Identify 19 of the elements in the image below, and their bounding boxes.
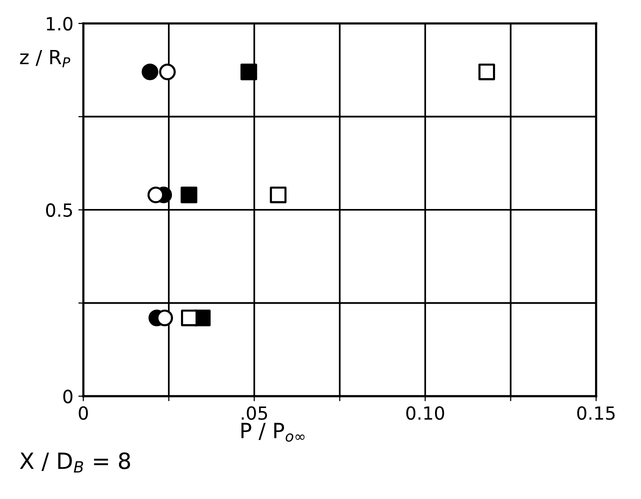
point [147, 186, 164, 204]
point [478, 64, 496, 80]
x-tick-label: 0.10 [406, 406, 444, 420]
point [180, 186, 198, 204]
point [142, 64, 158, 80]
y-tick-label: 0.5 [46, 203, 72, 217]
point [180, 310, 198, 326]
point [240, 64, 258, 80]
point [159, 64, 176, 80]
x-tick-label: 0.15 [577, 406, 615, 420]
y-axis-title: z / R$_{P}$ [20, 50, 70, 68]
x-tick-label: 0 [78, 406, 88, 420]
point [270, 186, 287, 204]
y-tick-label: 1.0 [46, 16, 72, 31]
x-tick-label: .05 [242, 406, 268, 420]
text: X / D$_{B}$ = 8 [20, 452, 130, 473]
y-tick-label: 0 [63, 390, 72, 404]
point [156, 310, 174, 326]
x-axis-title: P / P$_{o∞}$ [241, 422, 305, 442]
